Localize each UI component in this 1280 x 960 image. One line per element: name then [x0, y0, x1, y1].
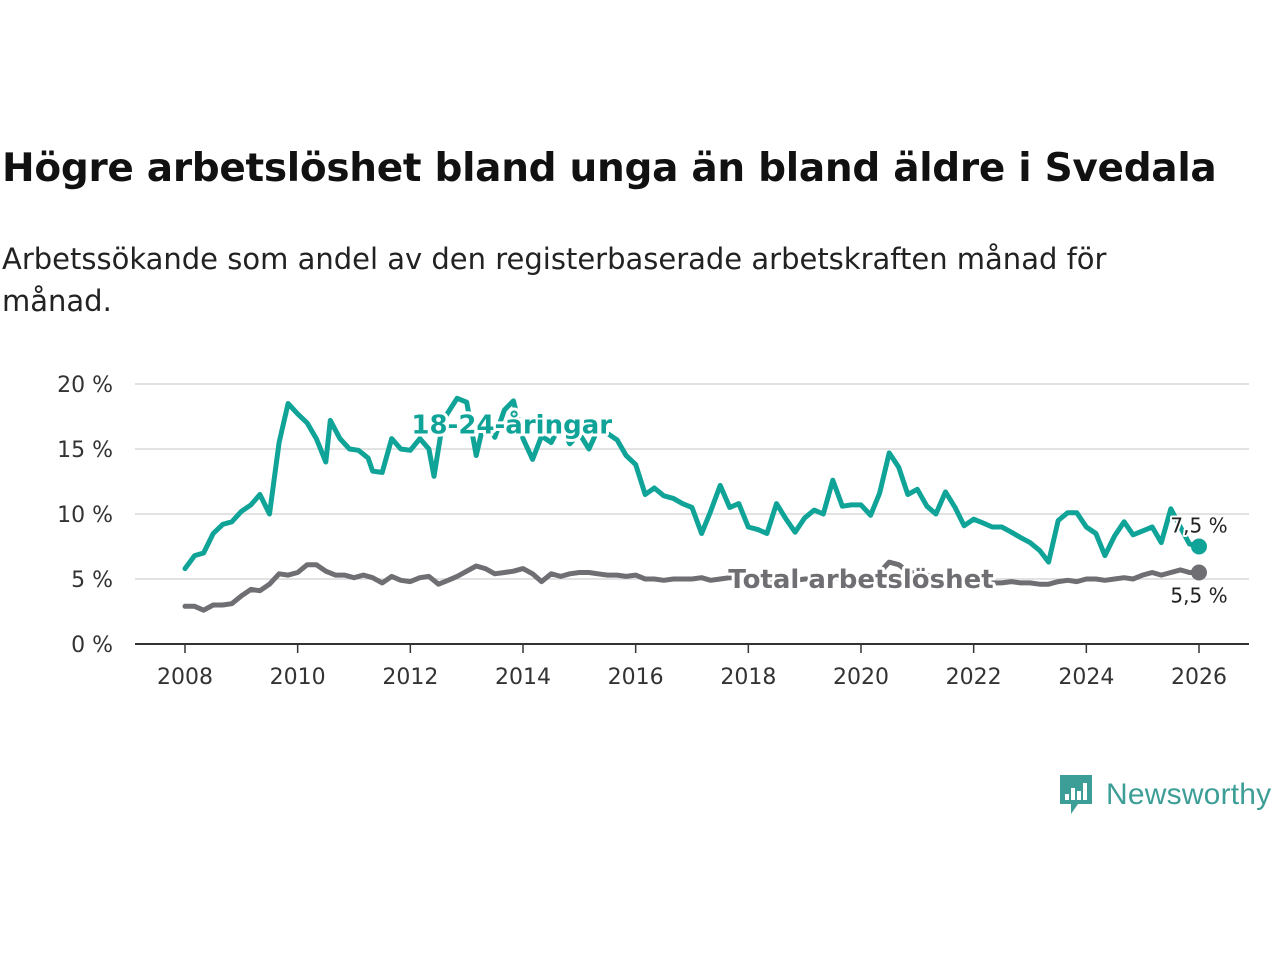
y-axis: 0 % 5 % 10 % 15 % 20 %: [57, 373, 113, 658]
y-tick-label: 5 %: [71, 568, 113, 593]
chart-title: Högre arbetslöshet bland unga än bland ä…: [2, 146, 1217, 191]
series-line-youth: [182, 395, 1202, 572]
x-tick-label: 2012: [382, 665, 438, 690]
x-tick-label: 2026: [1171, 665, 1227, 690]
x-axis: 2008 2010 2012 2014 2016 2018 2020 2022 2024 2026: [157, 644, 1227, 690]
x-tick-label: 2018: [720, 665, 776, 690]
newsworthy-logo[interactable]: Newsworthy: [1058, 772, 1271, 818]
chart-subtitle: Arbetssökande som andel av den registerb…: [2, 242, 1107, 318]
x-tick-label: 2016: [608, 665, 664, 690]
y-tick-label: 20 %: [57, 373, 113, 398]
series-lines: [182, 395, 1207, 613]
y-tick-label: 15 %: [57, 438, 113, 463]
series-line-total: [182, 559, 1202, 613]
x-tick-label: 2020: [833, 665, 889, 690]
line-chart: 0 %5 %10 %15 %20 % 2008 2010 2012 2014 2016 2…: [57, 373, 1249, 690]
y-tick-label: 10 %: [57, 503, 113, 528]
end-marker-total: [1191, 564, 1207, 581]
series-label-total: Total arbetslöshet: [728, 565, 993, 595]
end-value-label-total: 5,5 %: [1170, 584, 1227, 608]
series-labels: 7,5 % 5,5 % 18-24-åringar Total arbetslöshe…: [408, 405, 1229, 609]
x-tick-label: 2008: [157, 665, 213, 690]
x-tick-label: 2022: [946, 665, 1002, 690]
x-tick-label: 2024: [1058, 665, 1114, 690]
end-marker-youth: [1191, 538, 1207, 555]
y-tick-label: 0 %: [71, 633, 113, 658]
series-label-youth: 18-24-åringar: [411, 408, 612, 440]
chart-speech-bubble-icon: [1060, 775, 1092, 814]
brand-name: Newsworthy: [1106, 778, 1272, 811]
x-tick-label: 2014: [495, 665, 551, 690]
x-tick-label: 2010: [270, 665, 326, 690]
end-value-label-youth: 7,5 %: [1170, 514, 1227, 538]
